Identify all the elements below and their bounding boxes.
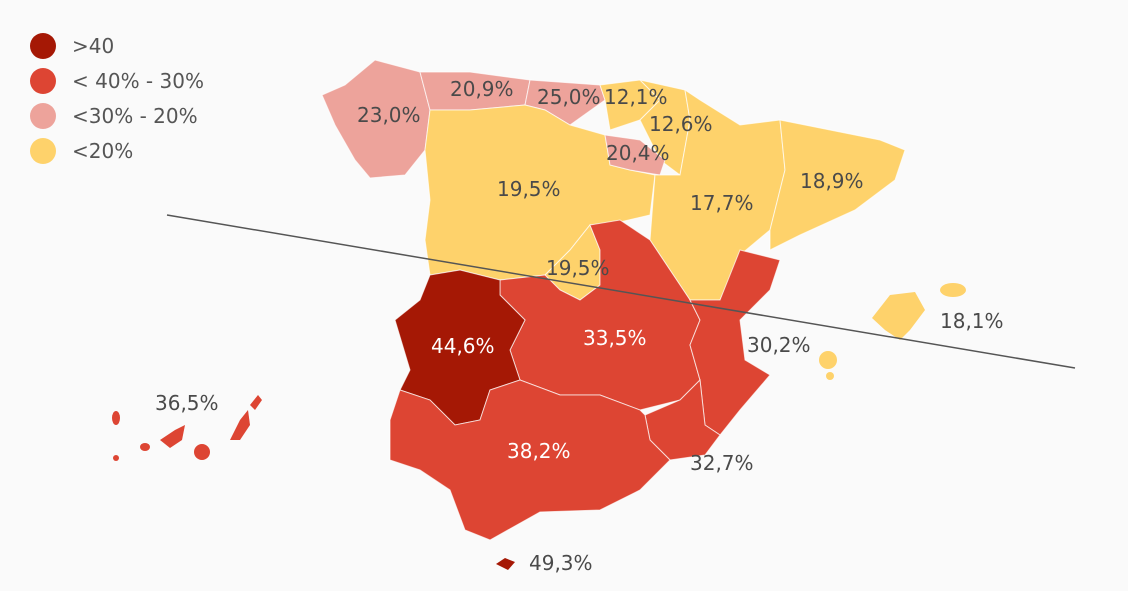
region-cataluna[interactable] — [769, 119, 906, 251]
region-baleares[interactable] — [819, 283, 966, 380]
map-legend: >40 < 40% - 30% <30% - 20% <20% — [30, 28, 204, 168]
label-pais-vasco: 12,1% — [604, 85, 668, 109]
label-la-rioja: 20,4% — [606, 141, 670, 165]
label-aragon: 17,7% — [690, 191, 754, 215]
label-madrid: 19,5% — [546, 256, 610, 280]
label-baleares: 18,1% — [940, 309, 1004, 333]
label-cantabria: 25,0% — [537, 85, 601, 109]
legend-item-20-30: <30% - 20% — [30, 98, 204, 133]
label-andalucia: 38,2% — [507, 439, 571, 463]
label-canarias: 36,5% — [155, 391, 219, 415]
region-canarias[interactable] — [112, 395, 262, 461]
legend-item-gt40: >40 — [30, 28, 204, 63]
label-castilla-la-mancha: 33,5% — [583, 326, 647, 350]
legend-item-30-40: < 40% - 30% — [30, 63, 204, 98]
legend-swatch — [30, 102, 56, 129]
legend-label: <30% - 20% — [72, 103, 198, 128]
label-galicia: 23,0% — [357, 103, 421, 127]
label-valencia: 30,2% — [747, 333, 811, 357]
legend-swatch — [30, 67, 56, 94]
region-andalucia[interactable] — [389, 379, 671, 541]
legend-label: <20% — [72, 138, 134, 163]
label-ceuta-melilla: 49,3% — [529, 551, 593, 575]
legend-label: < 40% - 30% — [72, 68, 204, 93]
region-ceuta-melilla[interactable] — [496, 558, 515, 570]
legend-label: >40 — [72, 33, 115, 58]
label-extremadura: 44,6% — [431, 334, 495, 358]
legend-item-lt20: <20% — [30, 133, 204, 168]
label-asturias: 20,9% — [450, 77, 514, 101]
label-castilla-leon: 19,5% — [497, 177, 561, 201]
trend-line — [166, 214, 1076, 369]
legend-swatch — [30, 32, 56, 59]
label-cataluna: 18,9% — [800, 169, 864, 193]
label-murcia: 32,7% — [690, 451, 754, 475]
legend-swatch — [30, 137, 56, 164]
label-navarra: 12,6% — [649, 112, 713, 136]
